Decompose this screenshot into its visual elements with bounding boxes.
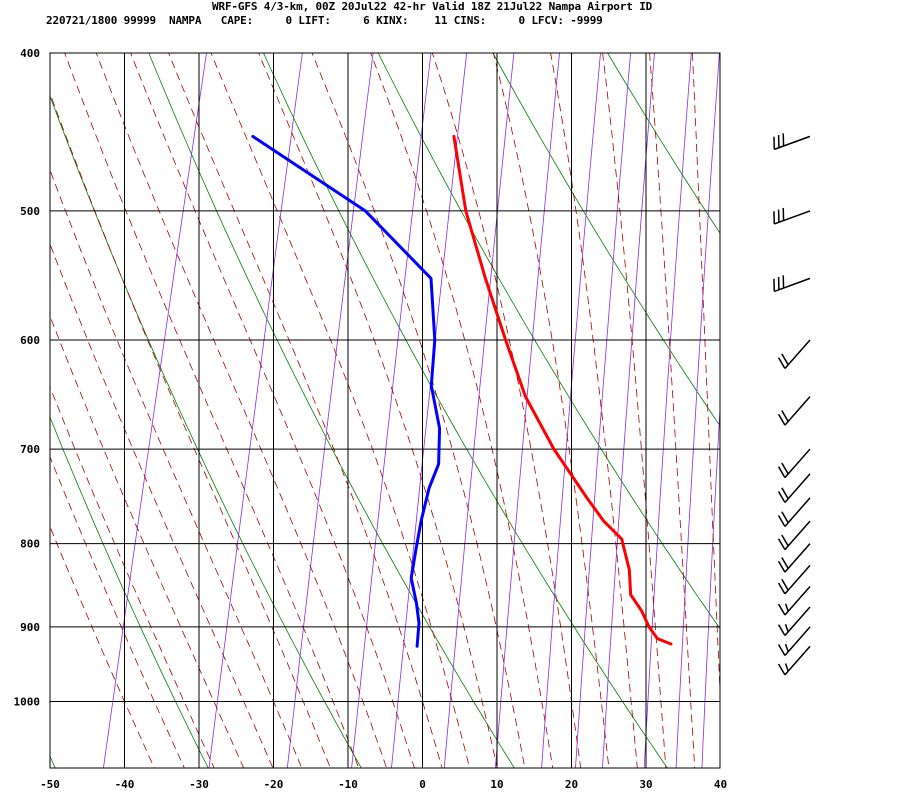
temperature-profile xyxy=(452,134,673,646)
y-tick-label: 500 xyxy=(20,205,40,218)
y-tick-label: 400 xyxy=(20,47,40,60)
dry-adiabat xyxy=(377,53,720,630)
wind-barb xyxy=(773,133,811,151)
moist-adiabat xyxy=(258,53,498,768)
y-tick-label: 700 xyxy=(20,443,40,456)
wind-barb xyxy=(777,564,811,595)
moist-adiabat xyxy=(210,53,470,768)
mixing-ratio-line xyxy=(602,53,655,768)
x-tick-labels: -50 -40 -30 -20 -10 0 10 20 30 40 xyxy=(40,778,727,791)
mixing-ratio-line xyxy=(208,53,303,768)
dry-adiabat xyxy=(50,94,362,768)
wind-barb xyxy=(777,645,811,676)
dry-adiabat xyxy=(607,53,720,234)
x-tick-label: -50 xyxy=(40,778,60,791)
moist-adiabat xyxy=(168,53,443,768)
moist-adiabat xyxy=(311,53,526,768)
mixing-ratio-line xyxy=(286,53,374,768)
x-tick-label: 30 xyxy=(639,778,652,791)
wind-barb xyxy=(777,396,811,426)
mixing-ratio-line xyxy=(391,53,468,768)
wind-barb xyxy=(777,520,811,551)
y-tick-label: 900 xyxy=(20,621,40,634)
x-tick-label: -10 xyxy=(338,778,358,791)
dry-adiabat xyxy=(148,53,515,768)
moist-adiabat xyxy=(649,53,696,768)
moist-adiabat xyxy=(50,243,274,768)
x-tick-label: 20 xyxy=(565,778,578,791)
y-tick-labels: 400 500 600 700 800 900 1000 xyxy=(14,47,41,709)
moist-adiabat xyxy=(50,456,185,768)
moist-adiabat xyxy=(691,53,720,700)
moist-adiabat xyxy=(550,53,638,768)
moist-adiabat xyxy=(431,53,582,768)
mixing-ratio-line xyxy=(575,53,632,768)
wind-barb xyxy=(777,339,811,370)
moist-adiabat xyxy=(64,53,360,768)
dewpoint-profile xyxy=(251,134,442,648)
x-tick-label: 40 xyxy=(714,778,727,791)
mixing-ratio-line xyxy=(701,401,720,768)
background-lines xyxy=(50,0,900,769)
moist-adiabat xyxy=(50,168,303,768)
wind-barb xyxy=(777,626,811,656)
mixing-ratio-line xyxy=(351,53,432,768)
moist-adiabat xyxy=(602,53,667,768)
moist-adiabat xyxy=(50,385,215,768)
wind-barbs xyxy=(773,133,811,676)
moist-adiabat xyxy=(492,53,610,768)
mixing-ratio-line xyxy=(675,53,720,768)
mixing-ratio-line xyxy=(541,53,601,768)
mixing-ratio-line xyxy=(494,53,560,768)
grid-lines xyxy=(50,52,720,768)
x-tick-label: -20 xyxy=(264,778,284,791)
x-tick-label: -40 xyxy=(115,778,135,791)
chart-title-line-1: WRF-GFS 4/3-km, 00Z 20Jul22 42-hr Valid … xyxy=(212,0,653,13)
wind-barb xyxy=(773,275,811,293)
dry-adiabat xyxy=(492,53,720,427)
moist-adiabat xyxy=(50,525,155,768)
moist-adiabat xyxy=(50,315,245,768)
wind-barb xyxy=(777,473,811,503)
x-tick-label: 10 xyxy=(490,778,503,791)
moist-adiabat xyxy=(95,53,388,768)
x-tick-label: -30 xyxy=(189,778,209,791)
y-tick-label: 800 xyxy=(20,538,40,551)
x-tick-label: 0 xyxy=(419,778,426,791)
wind-barb xyxy=(777,543,811,573)
dry-adiabat xyxy=(50,755,56,768)
chart-title-line-2: 220721/1800 99999 NAMPA CAPE: 0 LIFT: 6 … xyxy=(46,14,603,27)
mixing-ratio-line xyxy=(103,53,207,768)
wind-barb xyxy=(777,585,811,616)
profiles xyxy=(251,134,673,648)
wind-barb xyxy=(773,207,811,225)
mixing-ratio-line xyxy=(443,53,515,768)
dry-adiabat xyxy=(676,0,900,769)
y-tick-label: 600 xyxy=(20,334,40,347)
wind-barb xyxy=(777,497,811,527)
mixing-ratio-line xyxy=(643,53,692,768)
dry-adiabat xyxy=(50,416,209,768)
y-tick-label: 1000 xyxy=(14,696,41,709)
dry-adiabat xyxy=(263,53,668,768)
moist-adiabat xyxy=(130,53,415,768)
wind-barb xyxy=(777,606,811,637)
wind-barb xyxy=(777,448,811,479)
moist-adiabat xyxy=(50,92,331,768)
plot-frame xyxy=(49,52,721,769)
